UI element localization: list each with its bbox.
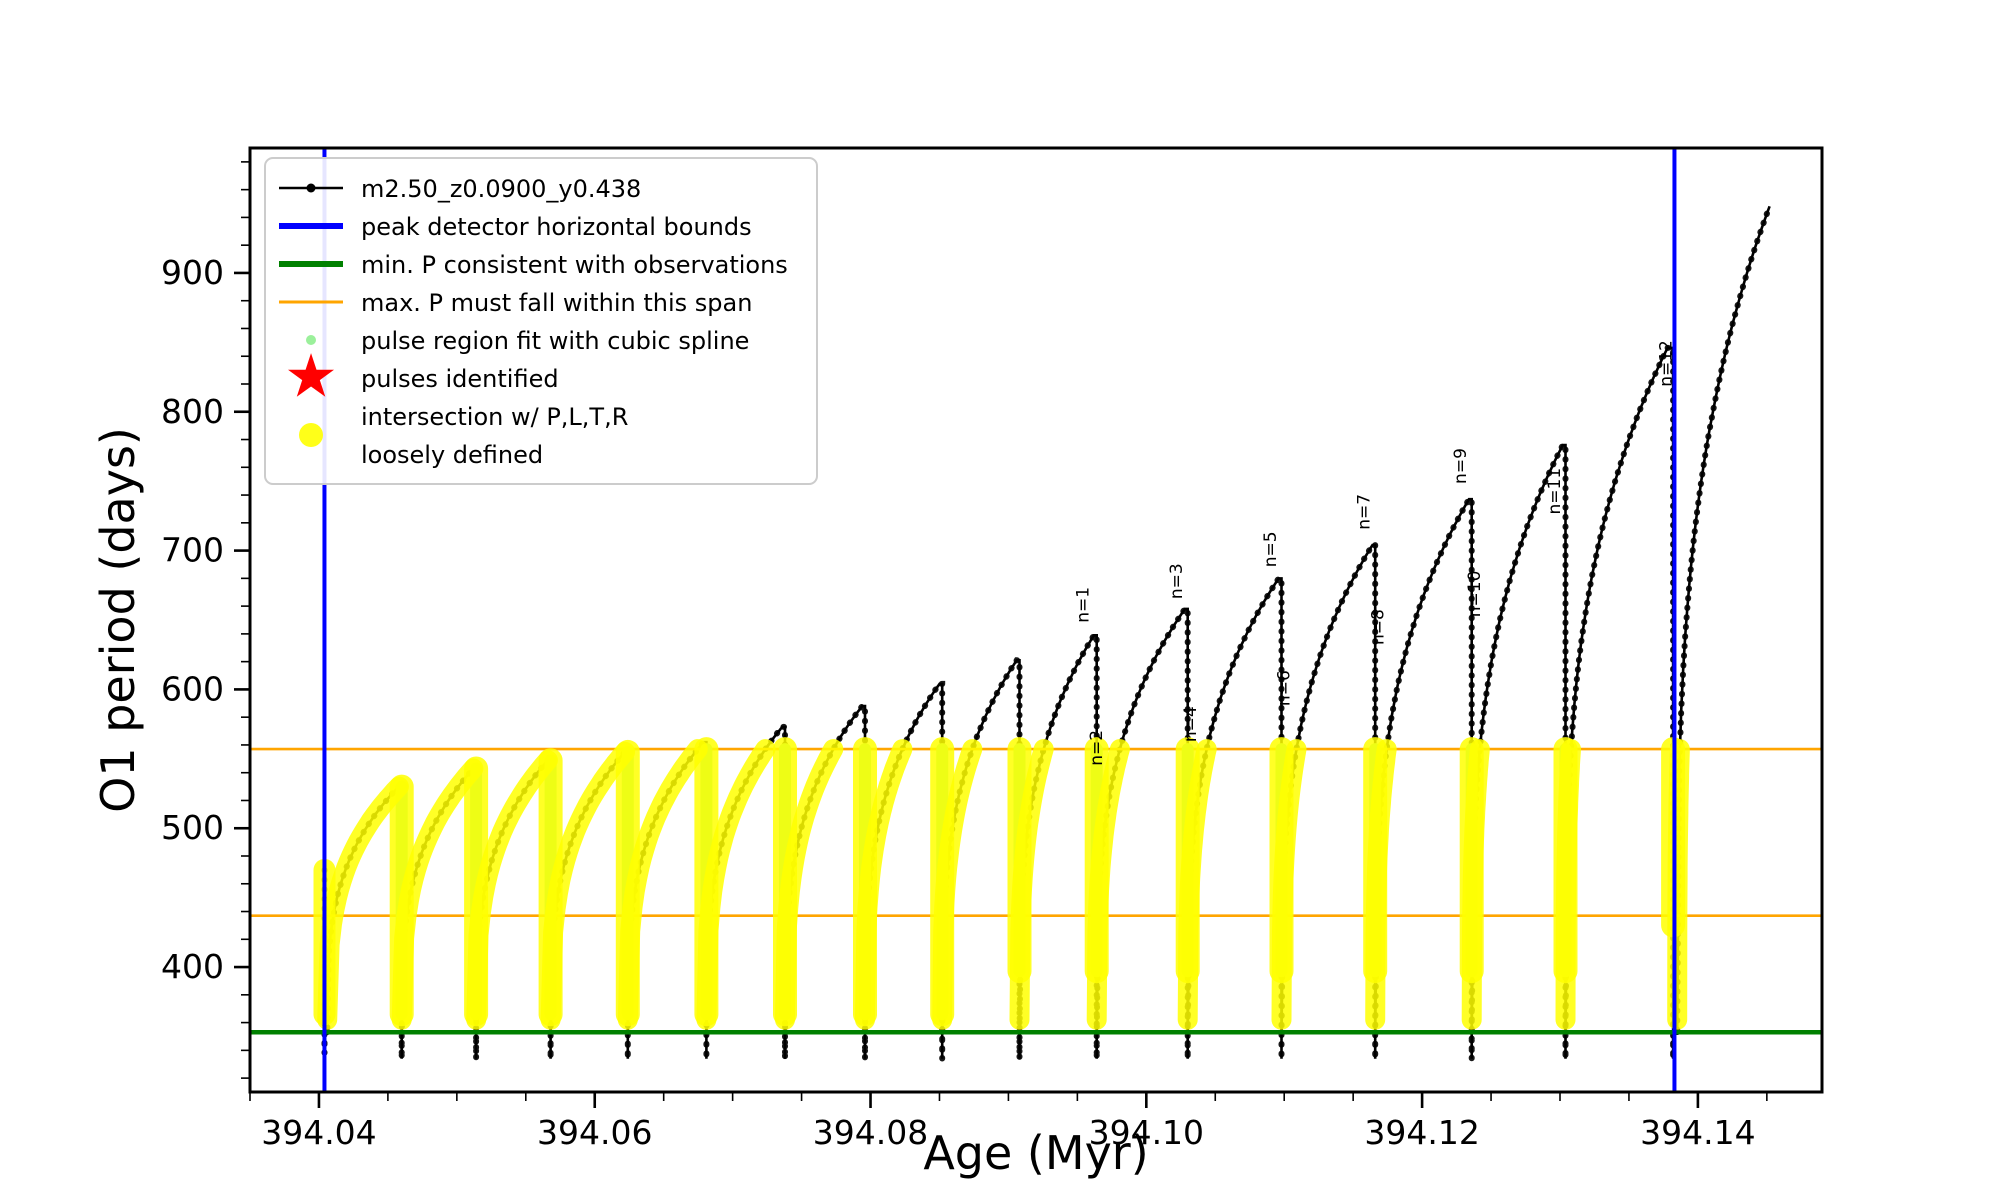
intersection-points <box>1086 739 1130 1030</box>
pulse-annotation: n=11 <box>1545 468 1565 515</box>
y-tick-label: 600 <box>161 669 224 708</box>
intersection-points-layer <box>313 737 1690 1030</box>
legend-item: m2.50_z0.0900_y0.438 <box>279 175 641 203</box>
intersection-points <box>1271 739 1307 1030</box>
legend-box <box>264 157 818 485</box>
intersection-points <box>540 741 636 1030</box>
legend-item-label: min. P consistent with observations <box>361 251 788 279</box>
plot-border <box>248 146 1824 1094</box>
intersection-points <box>391 758 484 1030</box>
intersection-points <box>1555 739 1581 1030</box>
pulse-annotation: n=2 <box>1087 730 1107 766</box>
intersection-points <box>1667 739 1690 1030</box>
y-tick-label: 700 <box>161 531 224 570</box>
pulse-annotations: n=1 n=2 n=3 n=4 n=5 n=6 n=7 n=8 n=9 n=10 n=11 n=12 <box>1073 340 1676 766</box>
y-tick-label: 500 <box>161 808 224 847</box>
y-tick-label: 900 <box>161 253 224 292</box>
legend-item: min. P consistent with observations <box>279 251 788 279</box>
legend-item-label: intersection w/ P,L,T,R <box>361 403 628 431</box>
intersection-points <box>1177 739 1217 1030</box>
pulse-annotation: n=9 <box>1451 448 1471 484</box>
pulse-annotation: n=5 <box>1261 531 1281 567</box>
intersection-points <box>1009 739 1054 1030</box>
x-tick-label: 394.12 <box>1364 1113 1479 1152</box>
legend-dot-marker <box>306 335 316 345</box>
intersection-points <box>696 739 776 1030</box>
y-axis-label: O1 period (days) <box>91 427 145 813</box>
legend-item: ★ pulses identified <box>284 342 558 412</box>
y-tick-label: 800 <box>161 392 224 431</box>
x-tick-label: 394.04 <box>261 1113 376 1152</box>
pulse-annotation: n=12 <box>1657 340 1677 387</box>
intersection-points <box>855 739 913 1030</box>
legend-item-label: m2.50_z0.0900_y0.438 <box>361 175 641 203</box>
pulse-annotation: n=4 <box>1181 706 1201 742</box>
x-tick-label: 394.14 <box>1640 1113 1755 1152</box>
legend-item: pulse region fit with cubic spline <box>306 327 749 355</box>
legend-dot-marker <box>299 423 323 447</box>
intersection-points <box>317 776 409 1030</box>
x-tick-label: 394.06 <box>537 1113 652 1152</box>
legend-star-icon: ★ <box>284 342 338 412</box>
pulse-annotation: n=1 <box>1073 587 1093 623</box>
x-tick-label: 394.08 <box>813 1113 928 1152</box>
legend-item: intersection w/ P,L,T,R loosely defined <box>299 403 628 469</box>
intersection-points <box>932 739 983 1030</box>
intersection-points <box>1365 739 1397 1030</box>
axes-frame <box>248 146 1824 1094</box>
pulse-annotation: n=3 <box>1167 563 1187 599</box>
y-axis: 400 500 600 700 800 900 <box>161 161 250 1079</box>
pulse-annotation: n=8 <box>1368 609 1388 645</box>
legend-item-label: max. P must fall within this span <box>361 289 752 317</box>
legend-item-label: pulse region fit with cubic spline <box>361 327 749 355</box>
y-tick-label: 400 <box>161 947 224 986</box>
intersection-points <box>1461 739 1490 1030</box>
pulse-annotation: n=7 <box>1355 494 1375 530</box>
x-axis-label: Age (Myr) <box>923 1126 1149 1180</box>
pulse-annotation: n=6 <box>1275 670 1295 706</box>
pulse-annotation: n=10 <box>1465 571 1485 618</box>
intersection-points <box>466 750 558 1030</box>
x-tick-label: 394.10 <box>1089 1113 1204 1152</box>
legend-item-label: pulses identified <box>361 365 559 393</box>
legend-item-label: peak detector horizontal bounds <box>361 213 752 241</box>
intersection-points <box>617 739 708 1030</box>
legend-dot-marker <box>306 183 316 193</box>
legend-item: peak detector horizontal bounds <box>279 213 752 241</box>
intersection-points <box>775 739 844 1030</box>
legend-item-label: loosely defined <box>361 441 543 469</box>
legend-item: max. P must fall within this span <box>279 289 752 317</box>
x-axis: 394.04 394.06 394.08 394.10 394.12 394.14 <box>249 1092 1768 1152</box>
